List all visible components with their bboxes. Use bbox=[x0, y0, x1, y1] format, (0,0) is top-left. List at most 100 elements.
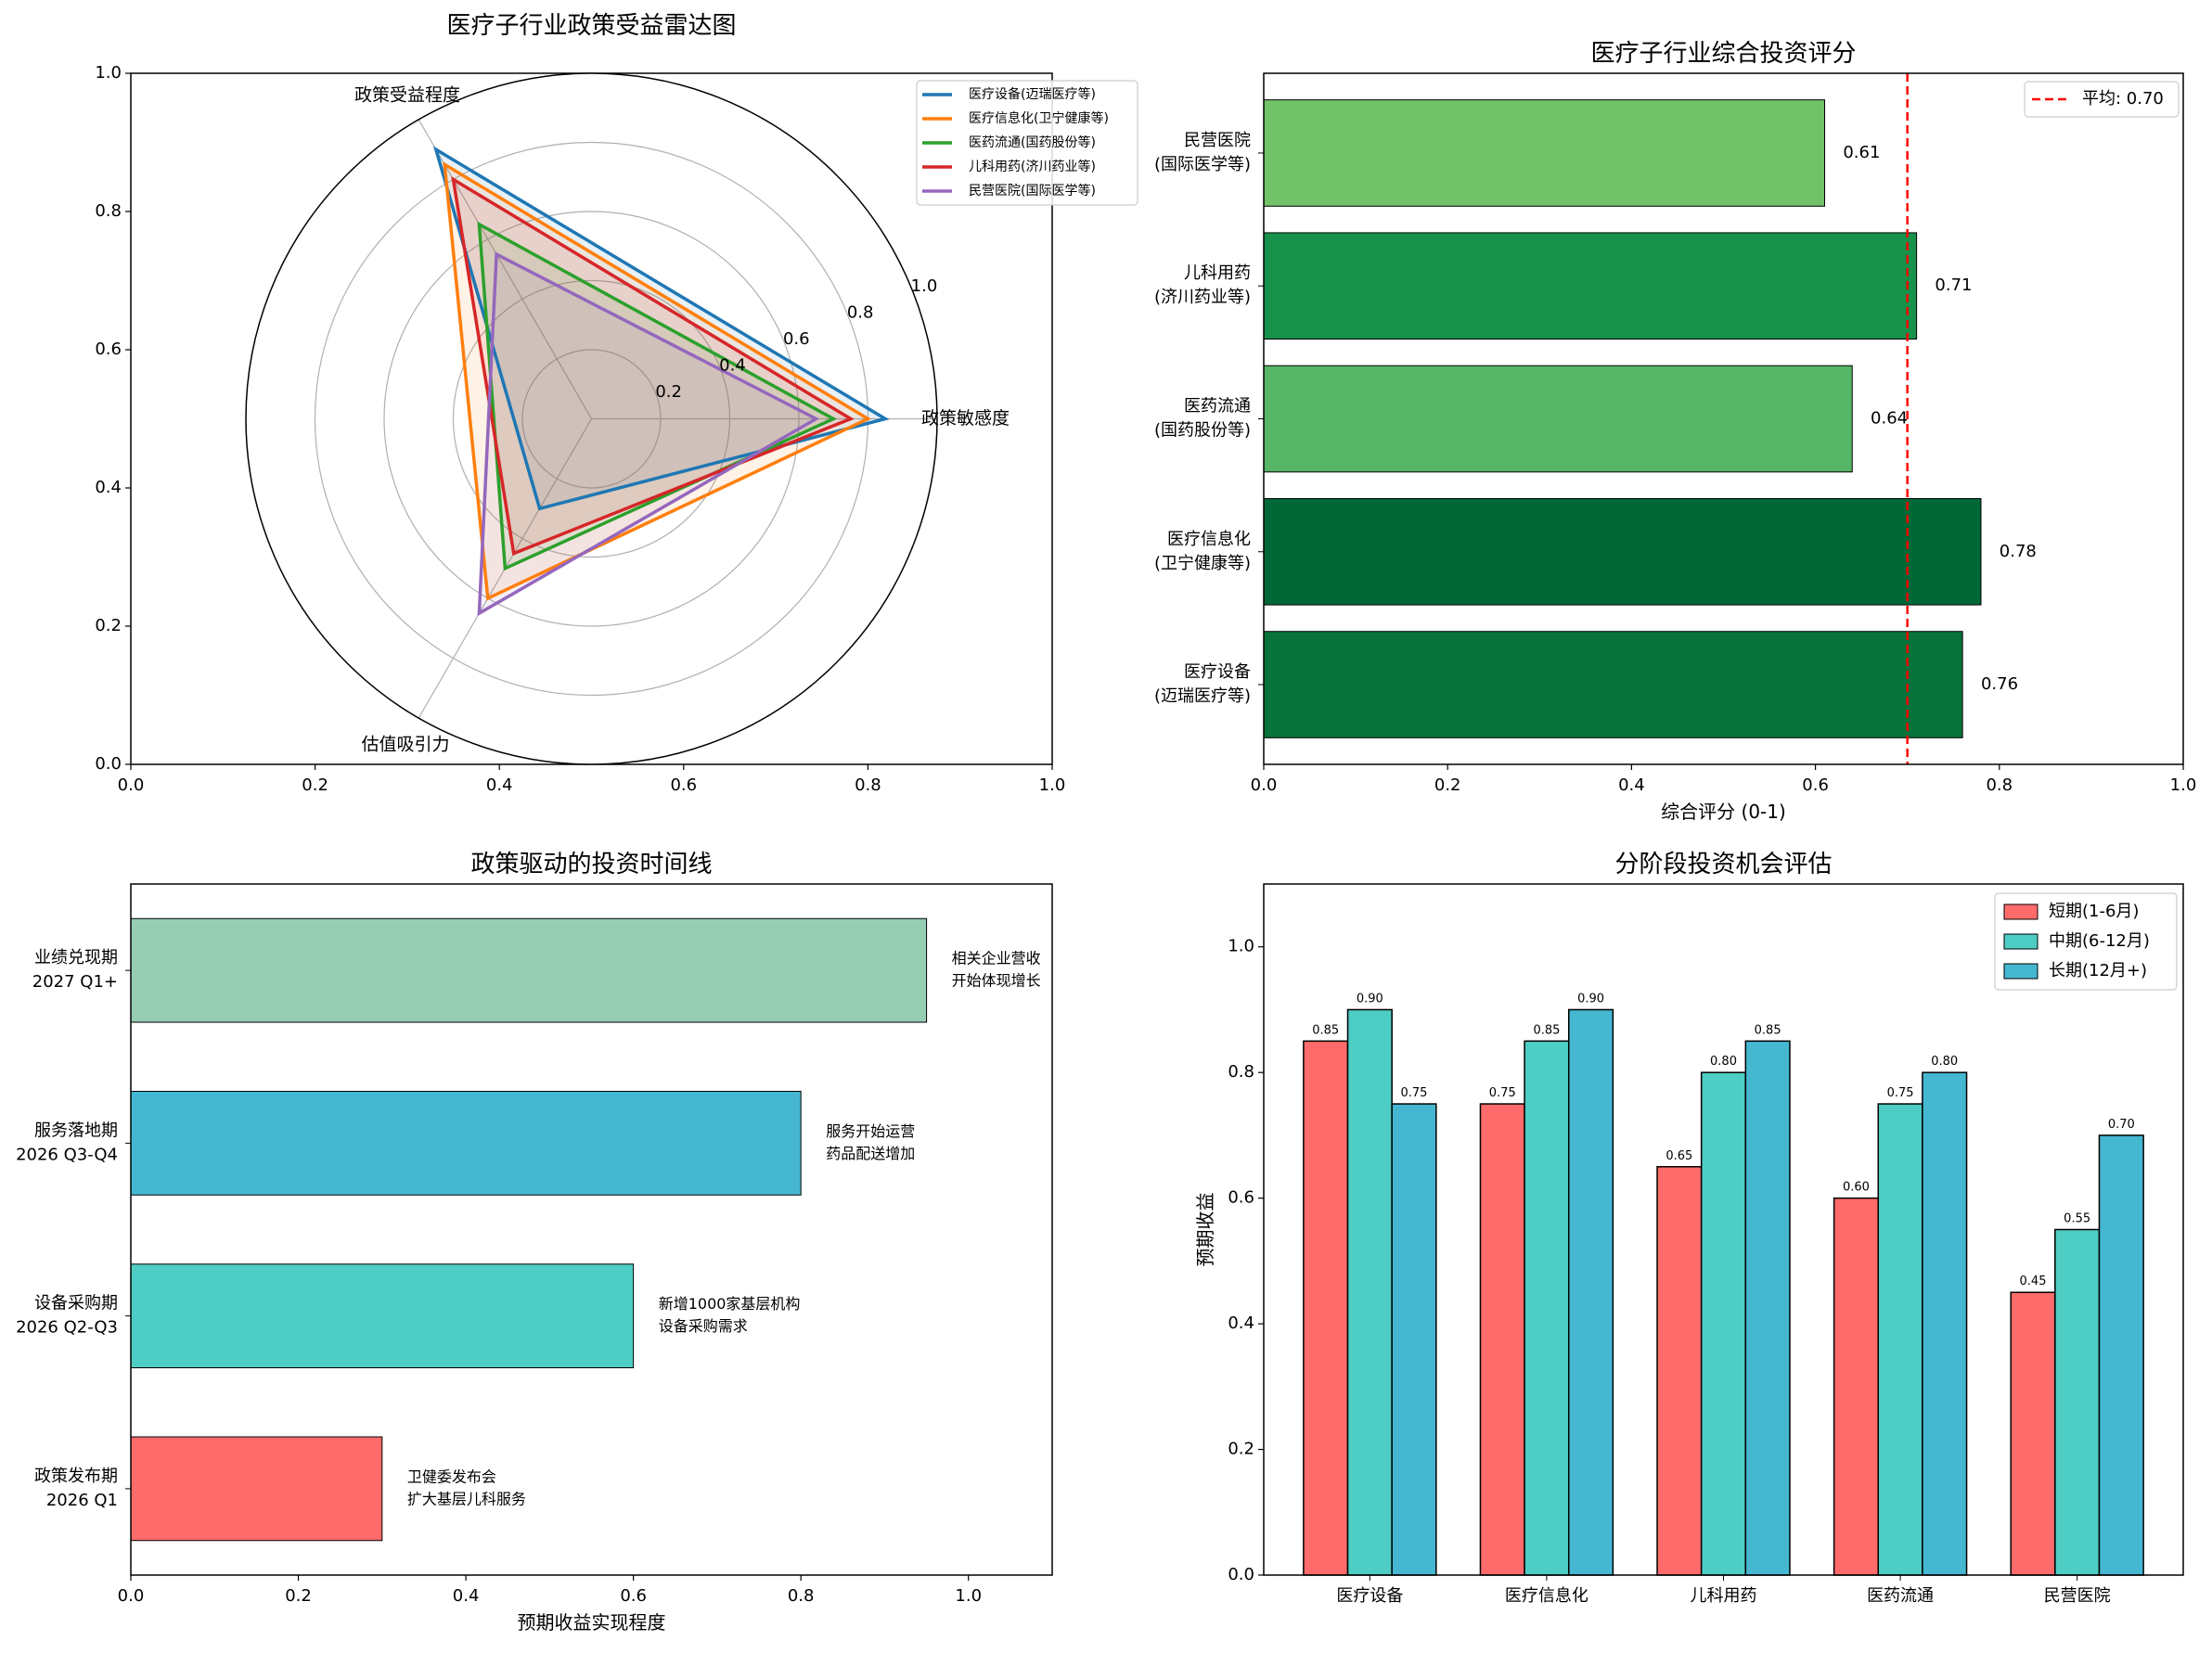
legend-swatch bbox=[2003, 933, 2038, 950]
bar-value-label: 0.45 bbox=[2020, 1275, 2047, 1288]
bar-0 bbox=[2010, 1291, 2056, 1576]
bar-2 bbox=[1391, 1103, 1437, 1576]
bar bbox=[1263, 631, 1963, 738]
y-tick-label: 0.2 bbox=[95, 616, 122, 635]
bar-value-label: 0.80 bbox=[1710, 1055, 1737, 1069]
bar-value-label: 0.90 bbox=[1577, 992, 1604, 1006]
x-tick-label: 民营医院 bbox=[2044, 1586, 2111, 1606]
bar-1 bbox=[1346, 1008, 1393, 1576]
axes-frame bbox=[1263, 72, 2184, 765]
bar-value-label: 0.80 bbox=[1931, 1055, 1958, 1069]
x-tick-label: 0.0 bbox=[118, 775, 145, 795]
bar-value-label: 0.85 bbox=[1312, 1023, 1339, 1037]
x-tick-label: 0.4 bbox=[1618, 775, 1645, 795]
chart-title: 医疗子行业政策受益雷达图 bbox=[446, 12, 736, 40]
bar-value-label: 0.78 bbox=[2000, 542, 2037, 561]
legend-box bbox=[916, 80, 1138, 206]
x-tick-label: 医药流通 bbox=[1867, 1586, 1934, 1606]
bar-2 bbox=[2098, 1134, 2144, 1576]
x-tick-label: 1.0 bbox=[955, 1586, 982, 1606]
radar-axis-label: 估值吸引力 bbox=[361, 735, 449, 755]
y-tick-label-line: 业绩兑现期 bbox=[34, 948, 118, 967]
x-tick-label: 儿科用药 bbox=[1691, 1586, 1757, 1606]
x-tick-label: 0.6 bbox=[1802, 775, 1829, 795]
r-tick-label: 0.2 bbox=[655, 382, 682, 402]
y-tick-label: 0.0 bbox=[95, 754, 122, 774]
x-tick-label: 1.0 bbox=[2170, 775, 2197, 795]
radar-area-4 bbox=[479, 254, 817, 614]
y-tick-label: 0.2 bbox=[1228, 1440, 1254, 1459]
radar-series-3 bbox=[451, 175, 855, 557]
legend-label: 平均: 0.70 bbox=[2082, 89, 2164, 109]
x-tick-label: 0.4 bbox=[486, 775, 513, 795]
legend-label: 民营医院(国际医学等) bbox=[969, 183, 1096, 199]
timeline-bar bbox=[130, 917, 928, 1023]
x-tick-label: 1.0 bbox=[1039, 775, 1066, 795]
radar-area-3 bbox=[453, 179, 851, 554]
legend-swatch bbox=[2003, 963, 2038, 980]
chart-title: 政策驱动的投资时间线 bbox=[470, 851, 712, 878]
legend-label: 医疗设备(迈瑞医疗等) bbox=[969, 86, 1096, 102]
y-tick-label-line: 医药流通 bbox=[1184, 397, 1251, 416]
y-tick-label-line: 服务落地期 bbox=[34, 1121, 118, 1140]
x-tick-label: 0.4 bbox=[453, 1586, 480, 1606]
legend-label: 儿科用药(济川药业等) bbox=[969, 159, 1096, 174]
bar-0 bbox=[1656, 1166, 1703, 1576]
y-tick-label-line: (迈瑞医疗等) bbox=[1154, 686, 1251, 706]
y-tick-label-line: 医疗信息化 bbox=[1167, 530, 1251, 549]
bar-value-label: 0.85 bbox=[1755, 1023, 1781, 1037]
y-tick-label-line: 儿科用药 bbox=[1184, 263, 1251, 283]
y-tick-label: 0.8 bbox=[95, 201, 122, 221]
timeline-annotation-line: 新增1000家基层机构 bbox=[659, 1295, 801, 1313]
bar-2 bbox=[1567, 1008, 1614, 1576]
bar-1 bbox=[1877, 1103, 1923, 1576]
y-tick-label-line: 政策发布期 bbox=[34, 1467, 118, 1486]
bar-value-label: 0.70 bbox=[2108, 1118, 2135, 1132]
legend-box bbox=[1994, 892, 2178, 991]
bar-value-label: 0.75 bbox=[1401, 1086, 1428, 1100]
bar-1 bbox=[2054, 1228, 2101, 1576]
axes-frame bbox=[1263, 883, 2184, 1576]
legend-box bbox=[2024, 81, 2180, 118]
bar-1 bbox=[1524, 1040, 1570, 1576]
radar-area-1 bbox=[444, 164, 868, 599]
y-tick-label-line: 2026 Q1 bbox=[46, 1491, 118, 1510]
legend-label: 中期(6-12月) bbox=[2049, 931, 2150, 951]
r-tick-label: 0.6 bbox=[783, 329, 810, 349]
bar-2 bbox=[1744, 1040, 1791, 1576]
y-tick-label: 0.4 bbox=[1228, 1313, 1254, 1333]
y-tick-label: 0.4 bbox=[95, 478, 122, 497]
timeline-annotation-line: 相关企业营收 bbox=[952, 950, 1041, 967]
radar-axis-label: 政策受益程度 bbox=[354, 85, 460, 106]
polar-spine bbox=[245, 72, 938, 765]
bar-value-label: 0.85 bbox=[1533, 1023, 1560, 1037]
y-tick-label: 1.0 bbox=[95, 63, 122, 83]
y-axis-label: 预期收益 bbox=[1194, 1193, 1216, 1267]
bar-value-label: 0.76 bbox=[1981, 674, 2018, 694]
timeline-annotation-line: 服务开始运营 bbox=[826, 1122, 915, 1140]
x-tick-label: 0.0 bbox=[1251, 775, 1278, 795]
radar-area-0 bbox=[435, 149, 886, 509]
r-tick-label: 0.8 bbox=[847, 302, 874, 322]
radar-series-2 bbox=[477, 221, 838, 571]
bar-value-label: 0.71 bbox=[1935, 276, 1972, 295]
x-tick-label: 医疗设备 bbox=[1336, 1586, 1403, 1606]
axes-frame bbox=[130, 883, 1053, 1576]
timeline-bar bbox=[130, 1091, 802, 1196]
chart-title: 分阶段投资机会评估 bbox=[1614, 851, 1832, 878]
x-tick-label: 0.8 bbox=[1986, 775, 2013, 795]
timeline-annotation-line: 开始体现增长 bbox=[952, 972, 1041, 990]
x-tick-label: 0.2 bbox=[285, 1586, 312, 1606]
bar-value-label: 0.90 bbox=[1357, 992, 1383, 1006]
timeline-annotation-line: 卫健委发布会 bbox=[407, 1467, 496, 1485]
x-tick-label: 0.0 bbox=[118, 1586, 145, 1606]
radar-series-4 bbox=[477, 251, 820, 617]
radar-axis-label: 政策敏感度 bbox=[921, 408, 1010, 429]
y-tick-label: 0.6 bbox=[95, 340, 122, 359]
x-tick-label: 0.8 bbox=[855, 775, 881, 795]
timeline-annotation-line: 设备采购需求 bbox=[659, 1317, 748, 1335]
x-tick-label: 0.8 bbox=[788, 1586, 815, 1606]
bar bbox=[1263, 99, 1826, 207]
r-tick-label: 1.0 bbox=[911, 276, 938, 296]
bar bbox=[1263, 497, 1982, 606]
